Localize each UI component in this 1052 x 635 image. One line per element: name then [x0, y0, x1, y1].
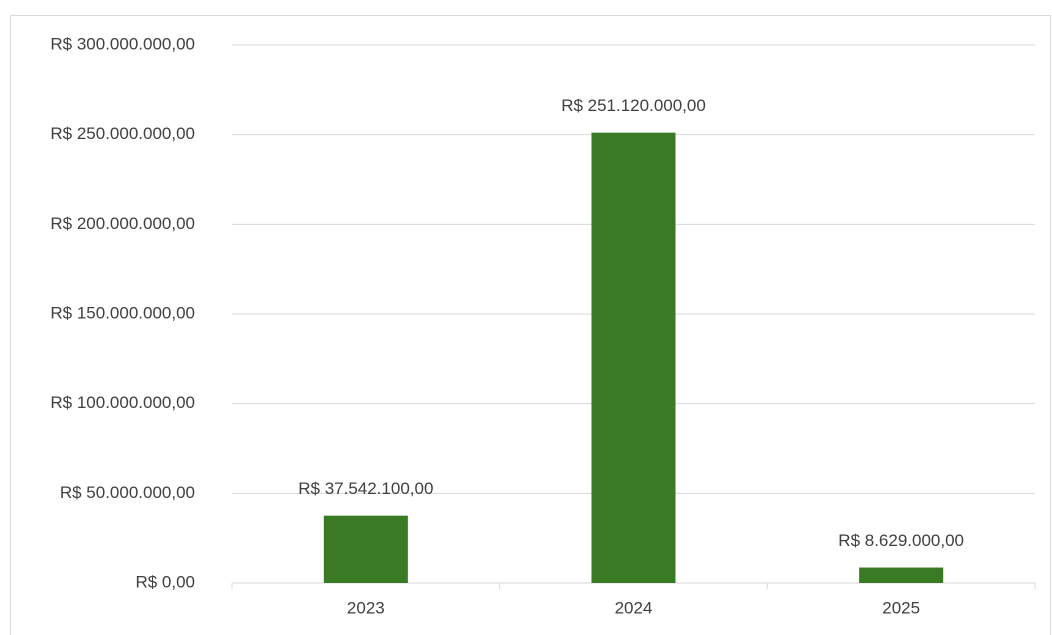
x-tick-label: 2024	[615, 598, 653, 617]
x-tick-label: 2023	[347, 598, 385, 617]
data-label: R$ 8.629.000,00	[838, 531, 964, 550]
y-tick-label: R$ 250.000.000,00	[50, 124, 195, 143]
bar	[859, 567, 944, 583]
bar	[323, 515, 408, 583]
data-label: R$ 251.120.000,00	[561, 96, 706, 115]
data-label: R$ 37.542.100,00	[298, 479, 433, 498]
y-tick-label: R$ 200.000.000,00	[50, 214, 195, 233]
bar	[591, 132, 676, 583]
x-tick-label: 2025	[882, 598, 920, 617]
y-tick-label: R$ 100.000.000,00	[50, 393, 195, 412]
y-tick-label: R$ 50.000.000,00	[60, 483, 195, 502]
y-tick-label: R$ 300.000.000,00	[50, 34, 195, 53]
y-tick-label: R$ 150.000.000,00	[50, 303, 195, 322]
y-tick-label: R$ 0,00	[135, 572, 195, 591]
chart-frame	[10, 15, 1051, 635]
